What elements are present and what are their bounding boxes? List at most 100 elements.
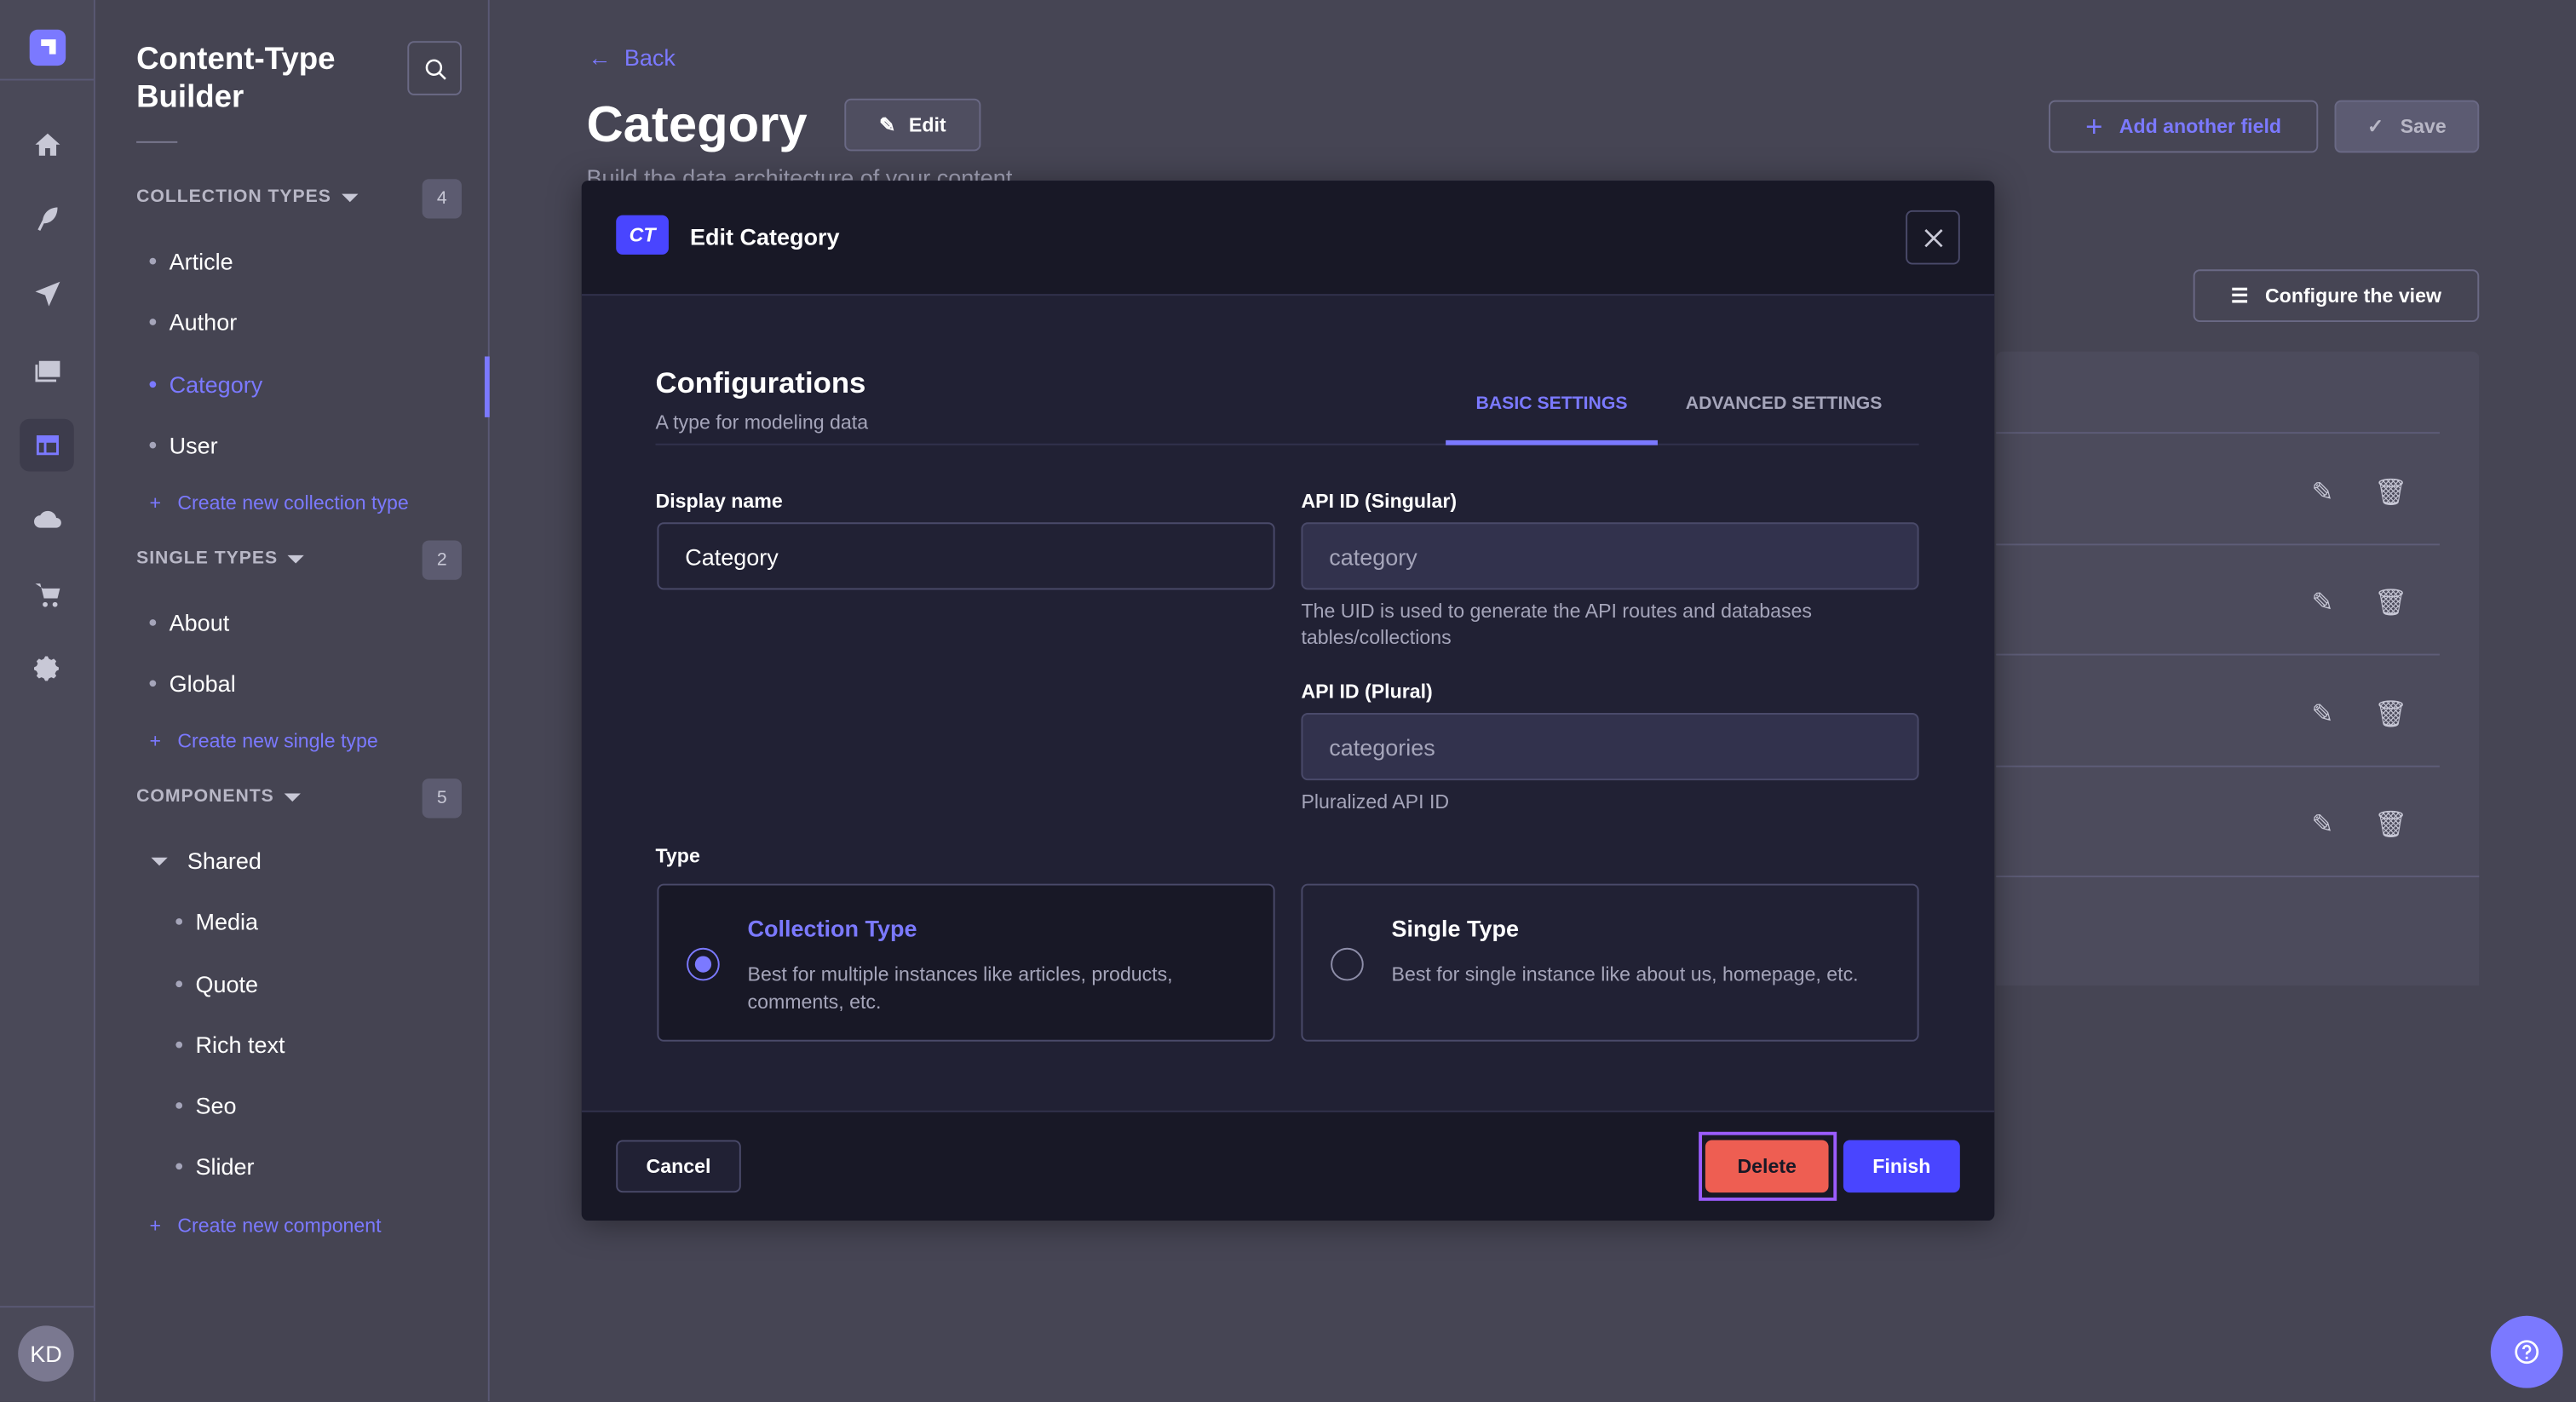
arrow-left-icon: ←: [588, 44, 612, 71]
pencil-icon: ✎: [879, 113, 896, 137]
table-row: [1996, 432, 2440, 434]
save-button[interactable]: ✓ Save: [2334, 100, 2480, 153]
trash-icon[interactable]: 🗑: [2373, 811, 2408, 840]
tab-basic-settings[interactable]: BASIC SETTINGS: [1475, 394, 1628, 415]
divider: [136, 141, 178, 143]
api-id-plural-hint: Pluralized API ID: [1301, 790, 1450, 813]
section-subtitle: A type for modeling data: [655, 411, 869, 434]
cart-icon[interactable]: [28, 575, 67, 614]
collection-types-count: 4: [422, 179, 462, 219]
api-id-plural-label: API ID (Plural): [1301, 680, 1433, 704]
configure-view-button[interactable]: ☰ Configure the view: [2193, 269, 2480, 323]
table-row: [1996, 765, 2440, 767]
sidebar-search-button[interactable]: [407, 41, 462, 95]
caret-down-icon: [341, 192, 358, 202]
close-icon: [1923, 228, 1942, 247]
paper-plane-icon[interactable]: [28, 274, 67, 313]
pencil-icon[interactable]: ✎: [2311, 480, 2334, 508]
sidebar-item-rich-text[interactable]: Rich text: [175, 1031, 285, 1058]
main-nav-rail: KD: [0, 0, 95, 1402]
plus-icon: +: [2085, 109, 2103, 142]
modal-header: [581, 181, 1995, 296]
component-group-shared[interactable]: Shared: [151, 848, 262, 874]
question-icon: [2515, 1340, 2539, 1365]
close-button[interactable]: [1906, 210, 1960, 265]
focus-ring: [1699, 1131, 1837, 1201]
api-id-singular-label: API ID (Singular): [1301, 489, 1458, 513]
tab-advanced-settings[interactable]: ADVANCED SETTINGS: [1685, 394, 1883, 415]
sidebar-item-global[interactable]: Global: [149, 670, 236, 697]
single-type-option[interactable]: Single Type Best for single instance lik…: [1301, 883, 1919, 1042]
api-id-singular-hint: The UID is used to generate the API rout…: [1301, 599, 1813, 649]
type-label: Type: [655, 844, 700, 868]
sidebar-item-about[interactable]: About: [149, 610, 229, 635]
add-another-field-button[interactable]: + Add another field: [2048, 100, 2319, 153]
collection-types-header[interactable]: COLLECTION TYPES: [136, 187, 358, 207]
check-icon: ✓: [2367, 115, 2384, 139]
home-icon[interactable]: [28, 125, 67, 164]
search-icon: [424, 58, 446, 79]
table-row: [1996, 543, 2440, 546]
cancel-button[interactable]: Cancel: [616, 1140, 741, 1193]
pencil-icon[interactable]: ✎: [2311, 811, 2334, 840]
section-title: Configurations: [655, 366, 866, 399]
single-types-count: 2: [422, 540, 462, 580]
radio-unselected[interactable]: [1331, 947, 1364, 981]
gear-icon[interactable]: [28, 649, 67, 688]
components-count: 5: [422, 779, 462, 819]
avatar[interactable]: KD: [18, 1325, 74, 1382]
table-row: [1996, 653, 2440, 656]
sidebar-item-quote[interactable]: Quote: [175, 971, 258, 997]
fields-table: ✎ 🗑 ✎ 🗑 ✎ 🗑 ✎ 🗑: [1996, 351, 2480, 986]
page-title: Category: [586, 95, 808, 153]
content-type-sidebar: [95, 0, 490, 1402]
sidebar-item-media[interactable]: Media: [175, 909, 258, 934]
edit-category-modal: CT Edit Category Configurations A type f…: [581, 181, 1995, 1221]
sidebar-item-author[interactable]: Author: [149, 309, 237, 335]
sidebar-title: Content-Type Builder: [136, 43, 336, 116]
finish-button[interactable]: Finish: [1843, 1140, 1960, 1193]
create-component-link[interactable]: + Create new component: [149, 1214, 382, 1238]
logo-icon[interactable]: [29, 29, 66, 66]
list-settings-icon: ☰: [2230, 284, 2249, 307]
trash-icon[interactable]: 🗑: [2373, 589, 2408, 618]
collection-type-option[interactable]: Collection Type Best for multiple instan…: [657, 883, 1275, 1042]
radio-selected[interactable]: [687, 947, 720, 981]
api-id-plural-input[interactable]: categories: [1301, 713, 1919, 781]
display-name-label: Display name: [655, 489, 783, 513]
edit-button[interactable]: ✎ Edit: [844, 98, 981, 152]
content-type-badge: CT: [616, 215, 669, 255]
modal-title: Edit Category: [690, 223, 840, 250]
help-button[interactable]: [2490, 1315, 2563, 1388]
media-library-icon[interactable]: [28, 350, 67, 389]
pencil-icon[interactable]: ✎: [2311, 589, 2334, 618]
display-name-input[interactable]: Category: [657, 522, 1275, 590]
sidebar-item-slider[interactable]: Slider: [175, 1153, 255, 1180]
plus-icon: +: [149, 1214, 162, 1238]
content-type-builder-icon[interactable]: [20, 418, 74, 472]
active-tab-indicator: [1446, 440, 1658, 445]
caret-down-icon: [284, 792, 301, 802]
create-collection-type-link[interactable]: + Create new collection type: [149, 491, 409, 514]
feather-icon[interactable]: [28, 198, 67, 238]
active-indicator: [484, 356, 490, 417]
sidebar-item-article[interactable]: Article: [149, 248, 233, 274]
cloud-icon[interactable]: [28, 499, 67, 538]
trash-icon[interactable]: 🗑: [2373, 480, 2408, 508]
create-single-type-link[interactable]: + Create new single type: [149, 729, 378, 753]
back-link[interactable]: ← Back: [588, 44, 676, 71]
sidebar-item-user[interactable]: User: [149, 432, 218, 458]
plus-icon: +: [149, 491, 162, 514]
sidebar-item-seo[interactable]: Seo: [175, 1093, 237, 1118]
single-types-header[interactable]: SINGLE TYPES: [136, 549, 304, 568]
caret-down-icon: [151, 856, 168, 865]
api-id-singular-input[interactable]: category: [1301, 522, 1919, 590]
trash-icon[interactable]: 🗑: [2373, 701, 2408, 730]
pencil-icon[interactable]: ✎: [2311, 701, 2334, 730]
caret-down-icon: [287, 554, 304, 563]
plus-icon: +: [149, 729, 162, 753]
delete-button[interactable]: Delete: [1705, 1140, 1829, 1193]
sidebar-item-category[interactable]: Category: [149, 371, 262, 398]
components-header[interactable]: COMPONENTS: [136, 787, 301, 807]
